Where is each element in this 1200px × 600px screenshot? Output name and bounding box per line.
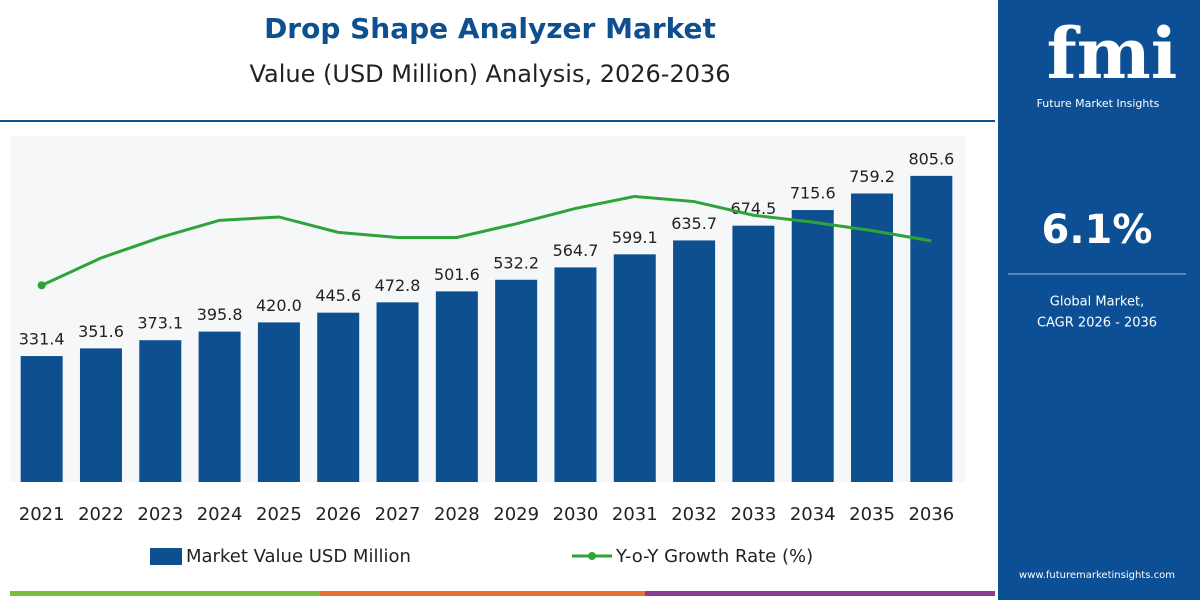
x-tick-label: 2031 <box>612 504 658 525</box>
data-label: 805.6 <box>908 149 954 168</box>
logo: fmi <box>1047 12 1178 95</box>
bar <box>495 279 538 482</box>
data-label: 420.0 <box>256 296 302 315</box>
legend-label: Market Value USD Million <box>186 546 411 567</box>
data-label: 395.8 <box>197 305 243 324</box>
bar <box>673 240 716 482</box>
cagr-value: 6.1% <box>1042 207 1153 253</box>
x-tick-label: 2029 <box>493 504 539 525</box>
data-label: 331.4 <box>19 330 65 349</box>
footer-strip <box>320 591 645 596</box>
data-label: 532.2 <box>493 253 539 272</box>
x-tick-label: 2023 <box>137 504 183 525</box>
cagr-caption: CAGR 2026 - 2036 <box>1037 316 1157 331</box>
x-tick-label: 2026 <box>315 504 361 525</box>
chart-subtitle: Value (USD Million) Analysis, 2026-2036 <box>249 60 730 88</box>
footer-strip <box>645 591 995 596</box>
data-label: 501.6 <box>434 265 480 284</box>
legend-swatch <box>588 552 596 560</box>
growth-line <box>41 194 932 287</box>
x-tick-label: 2035 <box>849 504 895 525</box>
data-label: 564.7 <box>553 241 599 260</box>
bar <box>317 312 360 482</box>
legend-label: Y-o-Y Growth Rate (%) <box>615 546 813 567</box>
bar <box>20 356 63 482</box>
x-tick-label: 2030 <box>553 504 599 525</box>
bar <box>139 340 182 482</box>
data-label: 472.8 <box>375 276 421 295</box>
bar <box>613 254 656 482</box>
cagr-caption: Global Market, <box>1050 295 1144 310</box>
bar <box>554 267 597 482</box>
bar <box>791 210 834 482</box>
x-tick-label: 2025 <box>256 504 302 525</box>
line-start-dot <box>37 281 46 290</box>
bar <box>910 175 953 482</box>
data-label: 599.1 <box>612 228 658 247</box>
bar <box>79 348 122 482</box>
bar <box>732 225 775 482</box>
footer-strip <box>10 591 320 596</box>
url: www.futuremarketinsights.com <box>1019 570 1175 581</box>
x-tick-label: 2024 <box>197 504 243 525</box>
legend-swatch <box>150 548 182 565</box>
data-label: 373.1 <box>137 314 183 333</box>
side-panel <box>998 0 1200 600</box>
data-label: 351.6 <box>78 322 124 341</box>
x-tick-label: 2027 <box>375 504 421 525</box>
bar <box>257 322 300 482</box>
data-label: 635.7 <box>671 214 717 233</box>
bar <box>851 193 894 482</box>
bar <box>376 302 419 482</box>
data-label: 445.6 <box>315 286 361 305</box>
x-tick-label: 2032 <box>671 504 717 525</box>
chart-title: Drop Shape Analyzer Market <box>264 12 716 45</box>
brand: Future Market Insights <box>1037 97 1160 110</box>
data-label: 715.6 <box>790 184 836 203</box>
bar <box>198 331 241 482</box>
bar <box>435 291 478 482</box>
x-tick-label: 2033 <box>731 504 777 525</box>
x-tick-label: 2022 <box>78 504 124 525</box>
x-tick-label: 2034 <box>790 504 836 525</box>
x-tick-label: 2021 <box>19 504 65 525</box>
data-label: 759.2 <box>849 167 895 186</box>
x-tick-label: 2028 <box>434 504 480 525</box>
x-tick-label: 2036 <box>908 504 954 525</box>
